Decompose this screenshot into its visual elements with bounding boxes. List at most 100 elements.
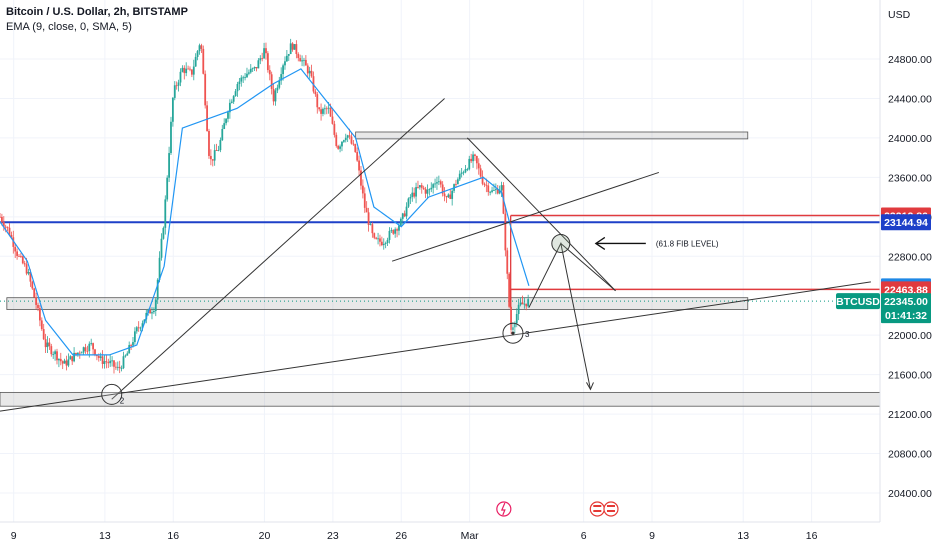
candle-body-151 <box>285 55 288 62</box>
candle-body-94 <box>177 82 180 86</box>
projection-arrowhead <box>586 382 594 391</box>
price-axis[interactable]: USD24800.0024400.0024000.0023600.0023200… <box>879 0 932 522</box>
candle-body-147 <box>278 80 281 88</box>
candle-body-128 <box>242 77 245 79</box>
candle-body-0 <box>0 216 1 218</box>
candle-body-127 <box>240 77 243 82</box>
candle-body-7 <box>12 237 15 247</box>
candle-body-50 <box>94 349 96 355</box>
candle-body-9 <box>16 251 18 256</box>
projection-path <box>528 241 591 390</box>
candle-body-69 <box>130 345 132 346</box>
candle-body-32 <box>59 358 62 362</box>
candle-body-272 <box>515 314 518 324</box>
candle-body-218 <box>413 192 416 197</box>
candle-body-102 <box>192 66 195 75</box>
candle-body-187 <box>354 144 357 153</box>
candle-body-164 <box>310 70 313 77</box>
candle-body-248 <box>470 158 473 162</box>
candle-body-75 <box>141 323 144 328</box>
candle-body-178 <box>337 145 340 149</box>
candle-body-132 <box>249 68 252 73</box>
fib-circle <box>551 233 571 253</box>
price-tick-1: 24400.00 <box>888 93 932 105</box>
pivot-dot <box>511 331 515 335</box>
time-axis[interactable]: 9 13 16 20 23 26 Mar 6 9 13 16 <box>0 501 880 542</box>
candle-body-110 <box>208 131 210 156</box>
candle-body-97 <box>183 67 186 74</box>
candle-body-18 <box>33 288 36 298</box>
candle-body-253 <box>479 168 482 177</box>
candle-body-116 <box>219 140 222 151</box>
candle-body-254 <box>481 176 484 184</box>
candle-body-225 <box>426 189 429 194</box>
candle-body-117 <box>221 128 224 141</box>
candle-body-204 <box>386 239 389 244</box>
time-tick-9: 13 <box>737 530 749 542</box>
candle-body-259 <box>491 190 493 192</box>
price-tick-0: 24800.00 <box>888 54 932 66</box>
candle-body-202 <box>382 243 385 246</box>
candle-body-40 <box>75 352 77 355</box>
candle-body-27 <box>50 346 53 355</box>
candle-body-91 <box>171 97 174 122</box>
candle-body-188 <box>356 152 359 161</box>
price-tick-3: 23600.00 <box>888 172 932 184</box>
candle-body-43 <box>80 352 83 354</box>
candle-body-181 <box>342 140 345 142</box>
price-zones <box>0 131 881 407</box>
candle-body-74 <box>139 327 142 329</box>
candle-body-39 <box>73 352 75 362</box>
candle-body-186 <box>352 143 355 145</box>
candle-body-173 <box>327 107 330 109</box>
candle-body-66 <box>124 355 127 357</box>
candle-body-155 <box>293 44 296 50</box>
candle-body-122 <box>230 101 233 103</box>
candle-body-237 <box>449 194 452 199</box>
candle-body-101 <box>190 69 193 75</box>
candle-body-49 <box>92 343 94 350</box>
candle-body-222 <box>420 185 423 188</box>
candle-body-159 <box>301 60 303 62</box>
candle-body-269 <box>510 306 512 330</box>
candle-body-44 <box>82 347 85 353</box>
candle-body-208 <box>394 229 397 234</box>
fib-arrow-head <box>594 236 606 250</box>
candle-body-230 <box>436 182 438 184</box>
candle-body-61 <box>114 366 117 368</box>
time-tick-8: 9 <box>649 530 655 542</box>
price-tick-8: 21200.00 <box>888 409 932 421</box>
candle-body-264 <box>500 185 503 191</box>
candle-body-41 <box>76 352 79 355</box>
indicator-label[interactable]: EMA (9, close, 0, SMA, 5) <box>6 21 132 33</box>
candle-body-38 <box>71 356 74 362</box>
candle-body-45 <box>84 347 87 351</box>
symbol-title[interactable]: Bitcoin / U.S. Dollar, 2h, BITSTAMP <box>6 6 188 18</box>
candle-body-115 <box>217 150 220 151</box>
candle-body-126 <box>238 81 241 85</box>
flash-bolt <box>500 502 506 516</box>
flash-event-icon <box>496 501 512 517</box>
candle-body-139 <box>263 48 265 59</box>
candle-body-200 <box>379 238 381 242</box>
candle-body-112 <box>211 159 214 161</box>
flag-stripe-b-1 <box>593 510 602 512</box>
candlestick-series <box>0 38 530 374</box>
candle-body-275 <box>521 302 524 305</box>
time-tick-6: Mar <box>461 530 480 542</box>
candle-body-19 <box>35 297 37 305</box>
candle-body-23 <box>42 329 45 340</box>
ema-polyline <box>0 68 530 356</box>
candle-body-48 <box>90 343 93 344</box>
candle-body-65 <box>122 356 125 369</box>
candle-body-121 <box>228 102 231 113</box>
price-tick-2: 24000.00 <box>888 133 932 145</box>
candle-body-221 <box>418 185 421 188</box>
candle-body-252 <box>477 163 480 169</box>
candle-body-113 <box>213 150 216 161</box>
candle-body-13 <box>23 263 26 265</box>
candle-body-96 <box>181 67 184 72</box>
candle-body-162 <box>306 65 309 74</box>
price-tick-7: 21600.00 <box>888 370 932 382</box>
